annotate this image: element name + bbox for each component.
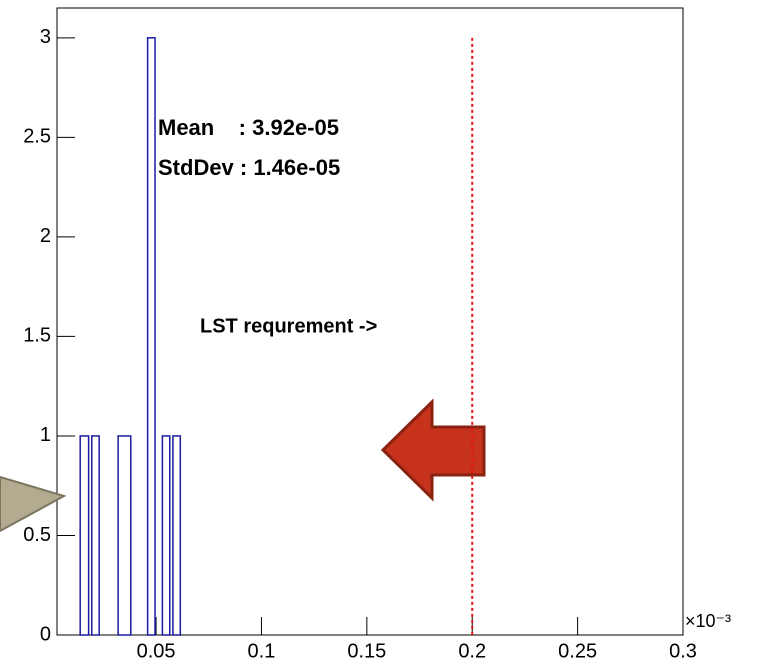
bar	[146, 37, 156, 636]
y-tick-label: 1.5	[23, 325, 51, 347]
bar	[161, 435, 171, 636]
callout-pointer	[0, 475, 67, 533]
bar	[172, 435, 182, 636]
x-tick-label: 0.1	[248, 640, 276, 662]
bar	[79, 435, 90, 636]
y-tick-label: 2.5	[23, 126, 51, 148]
y-tick-label: 3	[40, 26, 51, 48]
y-tick-label: 0	[40, 623, 51, 645]
x-tick-label: 0.3	[669, 640, 697, 662]
red-arrow	[380, 398, 486, 502]
x-exponent: ×10⁻³	[685, 611, 731, 631]
y-tick-label: 0.5	[23, 524, 51, 546]
bar	[91, 435, 100, 636]
y-tick-label: 1	[40, 424, 51, 446]
bar	[117, 435, 132, 636]
x-tick-label: 0.05	[137, 640, 176, 662]
x-tick-label: 0.25	[558, 640, 597, 662]
x-tick-label: 0.15	[347, 640, 386, 662]
x-tick-label: 0.2	[458, 640, 486, 662]
stat-mean: Mean : 3.92e-05	[158, 115, 339, 140]
annotation: LST requrement ->	[200, 315, 377, 337]
stat-stddev: StdDev : 1.46e-05	[158, 155, 340, 180]
plot-frame	[56, 7, 684, 636]
y-tick-label: 2	[40, 225, 51, 247]
